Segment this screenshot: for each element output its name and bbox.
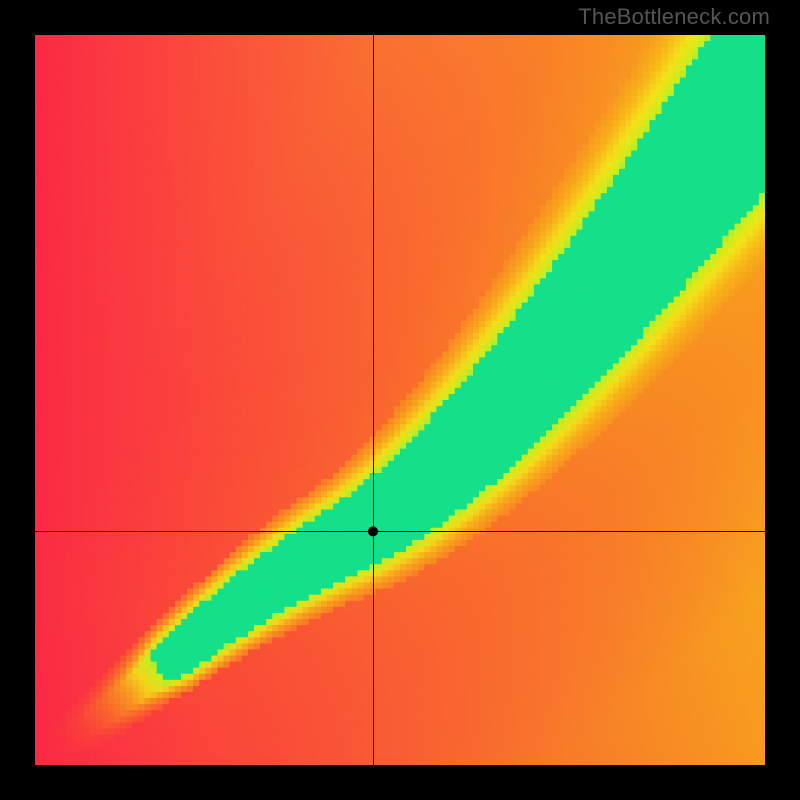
watermark-text: TheBottleneck.com [578,4,770,30]
heatmap-plot [35,35,765,765]
